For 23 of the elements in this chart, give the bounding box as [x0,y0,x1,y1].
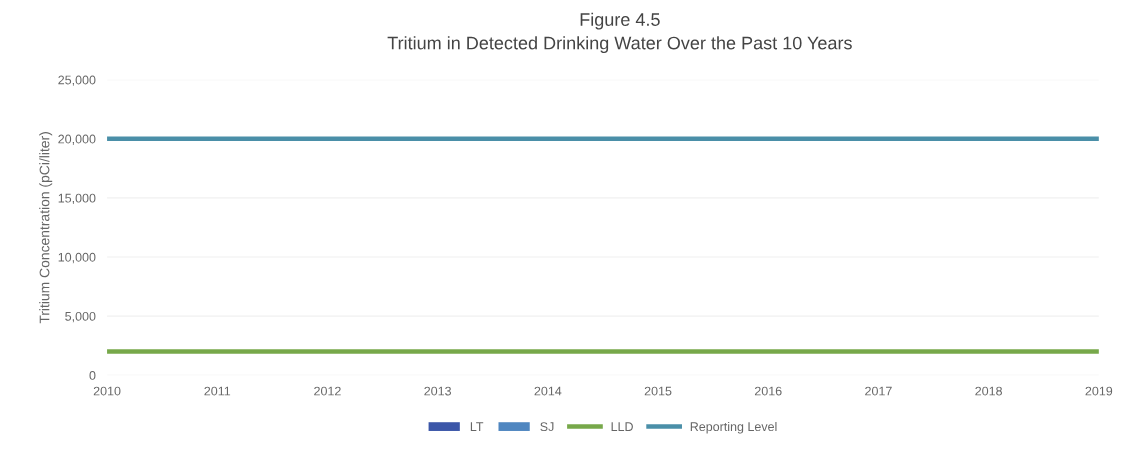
legend-label: LLD [611,422,633,431]
chart-title: Figure 4.5 [580,12,660,30]
legend-label: LT [470,422,484,431]
y-tick-label: 0 [89,371,96,380]
x-tick-label: 2010 [93,386,121,396]
x-tick-label: 2012 [314,386,341,396]
x-tick-label: 2017 [865,386,892,396]
x-tick-label: 2019 [1085,386,1113,396]
y-tick-label: 25,000 [58,75,96,86]
x-tick-label: 2011 [204,386,231,396]
x-tick-label: 2014 [534,386,562,396]
x-tick-label: 2016 [754,386,782,396]
y-tick-label: 20,000 [58,134,96,145]
legend-label: Reporting Level [690,421,777,434]
x-tick-label: 2018 [975,386,1002,396]
y-tick-label: 15,000 [58,193,96,205]
x-tick-label: 2015 [644,386,672,396]
chart-subtitle: Tritium in Detected Drinking Water Over the Past 10 Years [387,36,852,53]
y-axis-title: Tritium Concentration (pCi/liter) [39,132,53,324]
x-tick-label: 2013 [424,386,452,396]
y-tick-label: 5,000 [65,311,96,323]
y-tick-label: 10,000 [58,252,96,264]
legend-label: SJ [540,422,554,432]
